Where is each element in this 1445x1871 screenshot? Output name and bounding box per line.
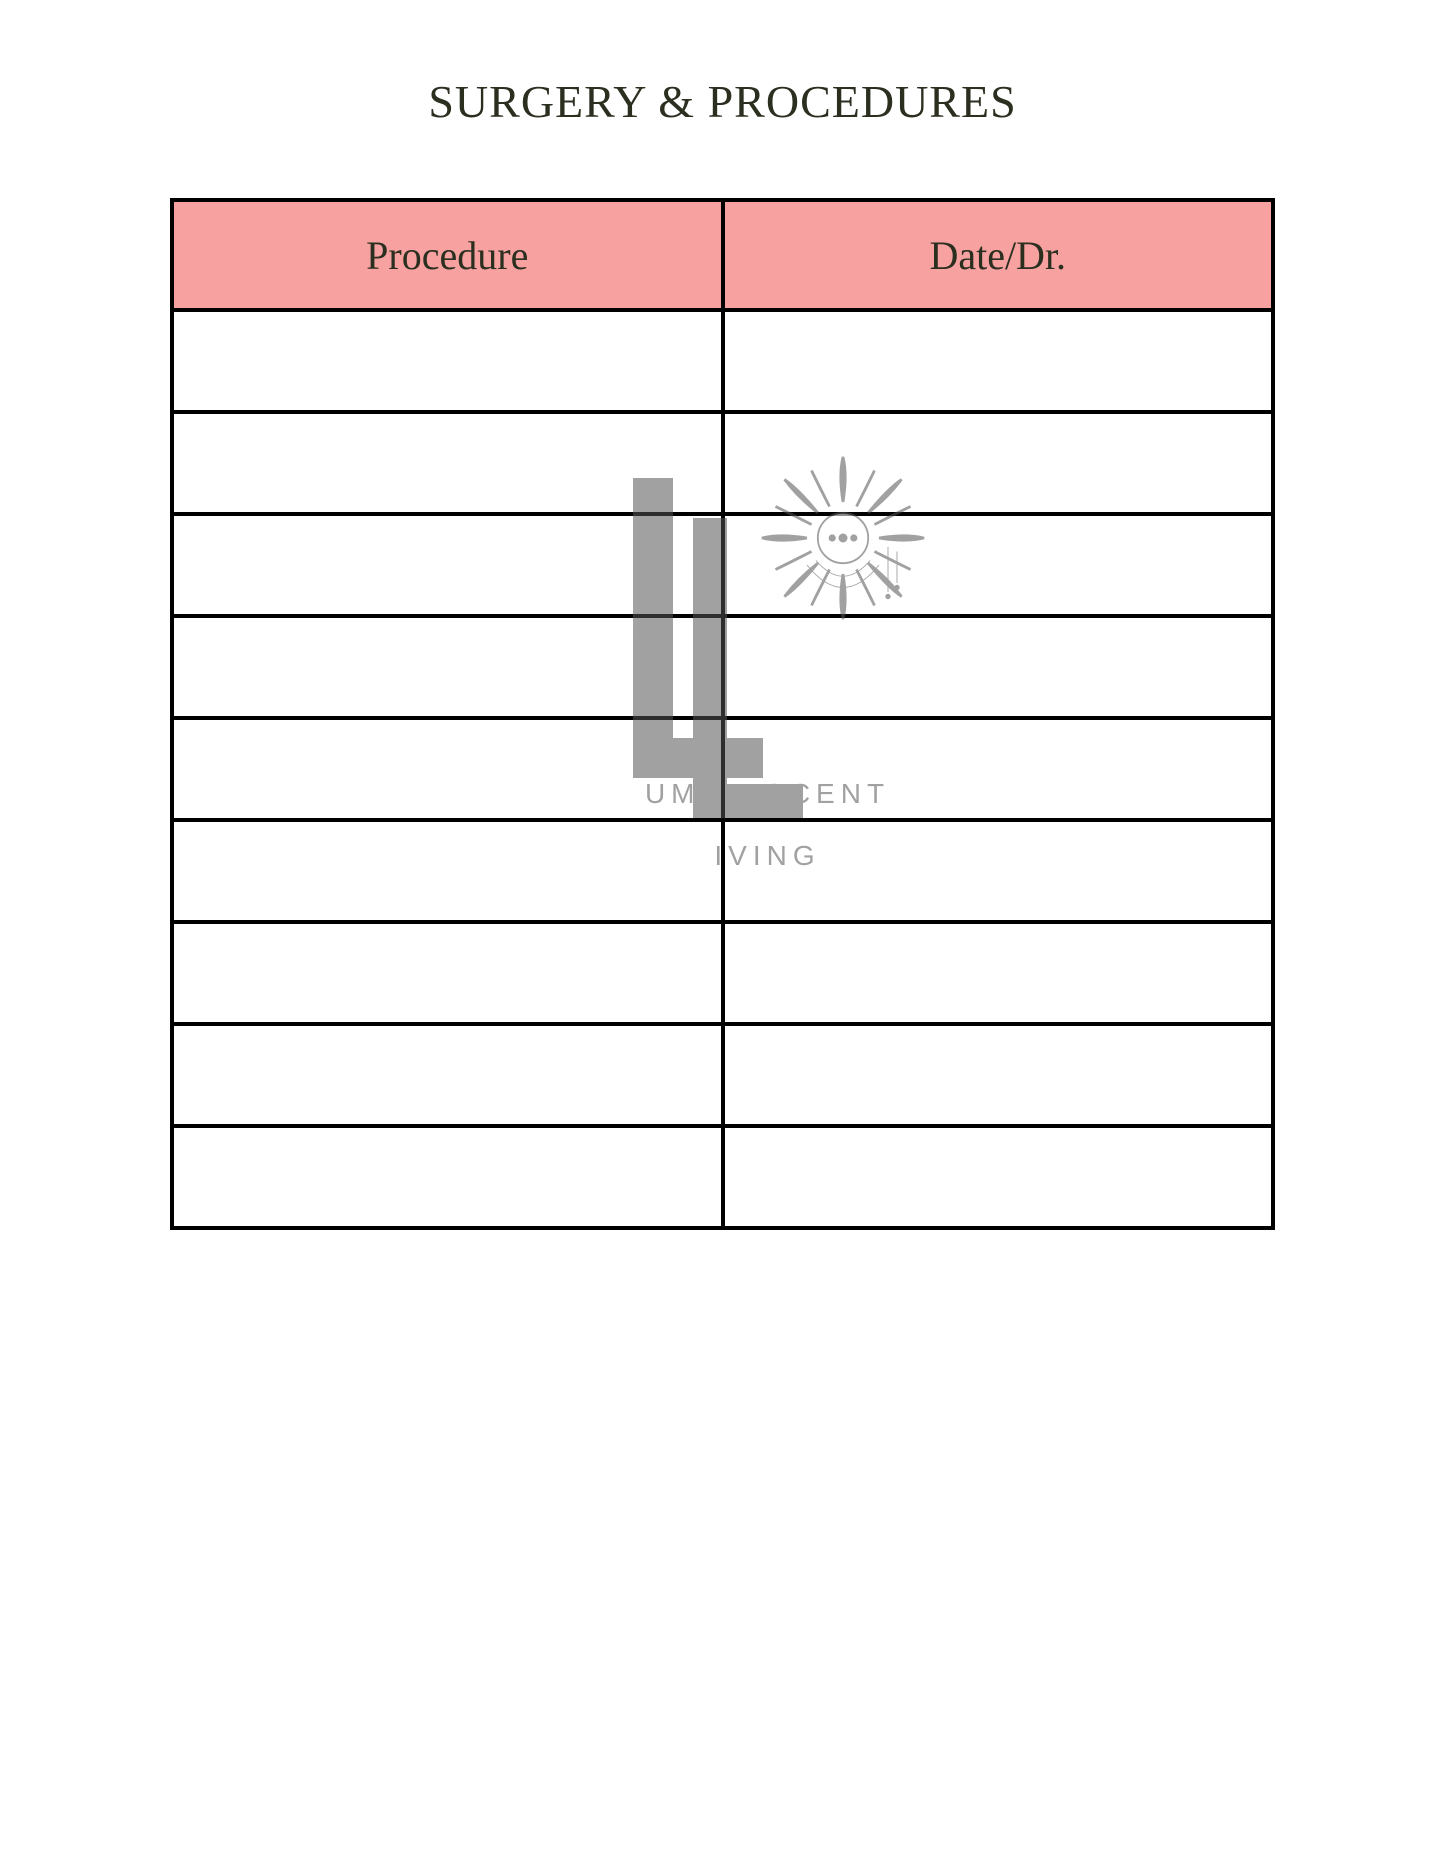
cell-procedure (172, 922, 723, 1024)
cell-procedure (172, 412, 723, 514)
cell-procedure (172, 820, 723, 922)
table-row (172, 1126, 1273, 1228)
column-header-date-dr: Date/Dr. (723, 200, 1274, 310)
table-row (172, 616, 1273, 718)
cell-date-dr (723, 1024, 1274, 1126)
cell-procedure (172, 1024, 723, 1126)
cell-date-dr (723, 310, 1274, 412)
column-header-procedure: Procedure (172, 200, 723, 310)
cell-procedure (172, 1126, 723, 1228)
table-row (172, 412, 1273, 514)
cell-date-dr (723, 1126, 1274, 1228)
cell-procedure (172, 310, 723, 412)
table-row (172, 718, 1273, 820)
table-row (172, 1024, 1273, 1126)
cell-procedure (172, 616, 723, 718)
cell-date-dr (723, 616, 1274, 718)
table-row (172, 514, 1273, 616)
table-container: Procedure Date/Dr. (170, 198, 1275, 1230)
cell-date-dr (723, 514, 1274, 616)
cell-procedure (172, 514, 723, 616)
page-title: SURGERY & PROCEDURES (0, 0, 1445, 128)
table-body (172, 310, 1273, 1228)
procedures-table: Procedure Date/Dr. (170, 198, 1275, 1230)
table-row (172, 820, 1273, 922)
cell-date-dr (723, 922, 1274, 1024)
table-header-row: Procedure Date/Dr. (172, 200, 1273, 310)
table-row (172, 310, 1273, 412)
cell-procedure (172, 718, 723, 820)
table-row (172, 922, 1273, 1024)
cell-date-dr (723, 718, 1274, 820)
cell-date-dr (723, 412, 1274, 514)
cell-date-dr (723, 820, 1274, 922)
